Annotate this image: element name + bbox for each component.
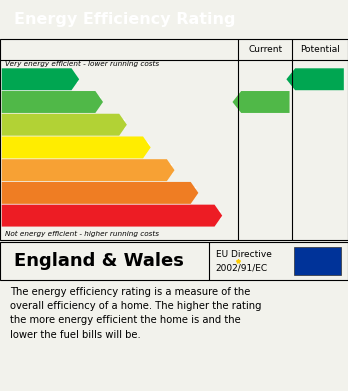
Text: G: G <box>210 209 222 222</box>
Text: (92-100): (92-100) <box>6 76 40 82</box>
Text: (21-38): (21-38) <box>6 190 35 196</box>
Text: Energy Efficiency Rating: Energy Efficiency Rating <box>14 12 235 27</box>
Polygon shape <box>286 68 344 90</box>
Text: (39-54): (39-54) <box>6 167 35 173</box>
Polygon shape <box>2 91 103 113</box>
Text: D: D <box>139 140 150 154</box>
Text: 85: 85 <box>257 95 277 109</box>
Text: Very energy efficient - lower running costs: Very energy efficient - lower running co… <box>5 61 159 67</box>
Text: (81-91): (81-91) <box>6 99 35 105</box>
Polygon shape <box>2 159 174 181</box>
Text: Current: Current <box>248 45 283 54</box>
Text: (1-20): (1-20) <box>6 213 30 219</box>
Text: England & Wales: England & Wales <box>14 252 184 270</box>
Text: E: E <box>164 163 173 177</box>
Text: (69-80): (69-80) <box>6 122 35 128</box>
Text: 93: 93 <box>311 72 331 86</box>
Text: Not energy efficient - higher running costs: Not energy efficient - higher running co… <box>5 231 159 237</box>
Polygon shape <box>2 68 79 90</box>
Polygon shape <box>232 91 290 113</box>
Text: F: F <box>187 186 197 200</box>
Text: (55-68): (55-68) <box>6 144 34 151</box>
Text: A: A <box>68 72 78 86</box>
Text: EU Directive: EU Directive <box>216 250 272 259</box>
Polygon shape <box>2 204 222 226</box>
Bar <box>294 247 341 275</box>
Polygon shape <box>2 136 151 158</box>
Text: Potential: Potential <box>300 45 340 54</box>
Text: 2002/91/EC: 2002/91/EC <box>216 263 268 272</box>
Polygon shape <box>2 114 127 136</box>
Polygon shape <box>2 182 198 204</box>
Text: B: B <box>92 95 102 109</box>
Text: C: C <box>116 118 126 132</box>
Text: The energy efficiency rating is a measure of the
overall efficiency of a home. T: The energy efficiency rating is a measur… <box>10 287 262 340</box>
